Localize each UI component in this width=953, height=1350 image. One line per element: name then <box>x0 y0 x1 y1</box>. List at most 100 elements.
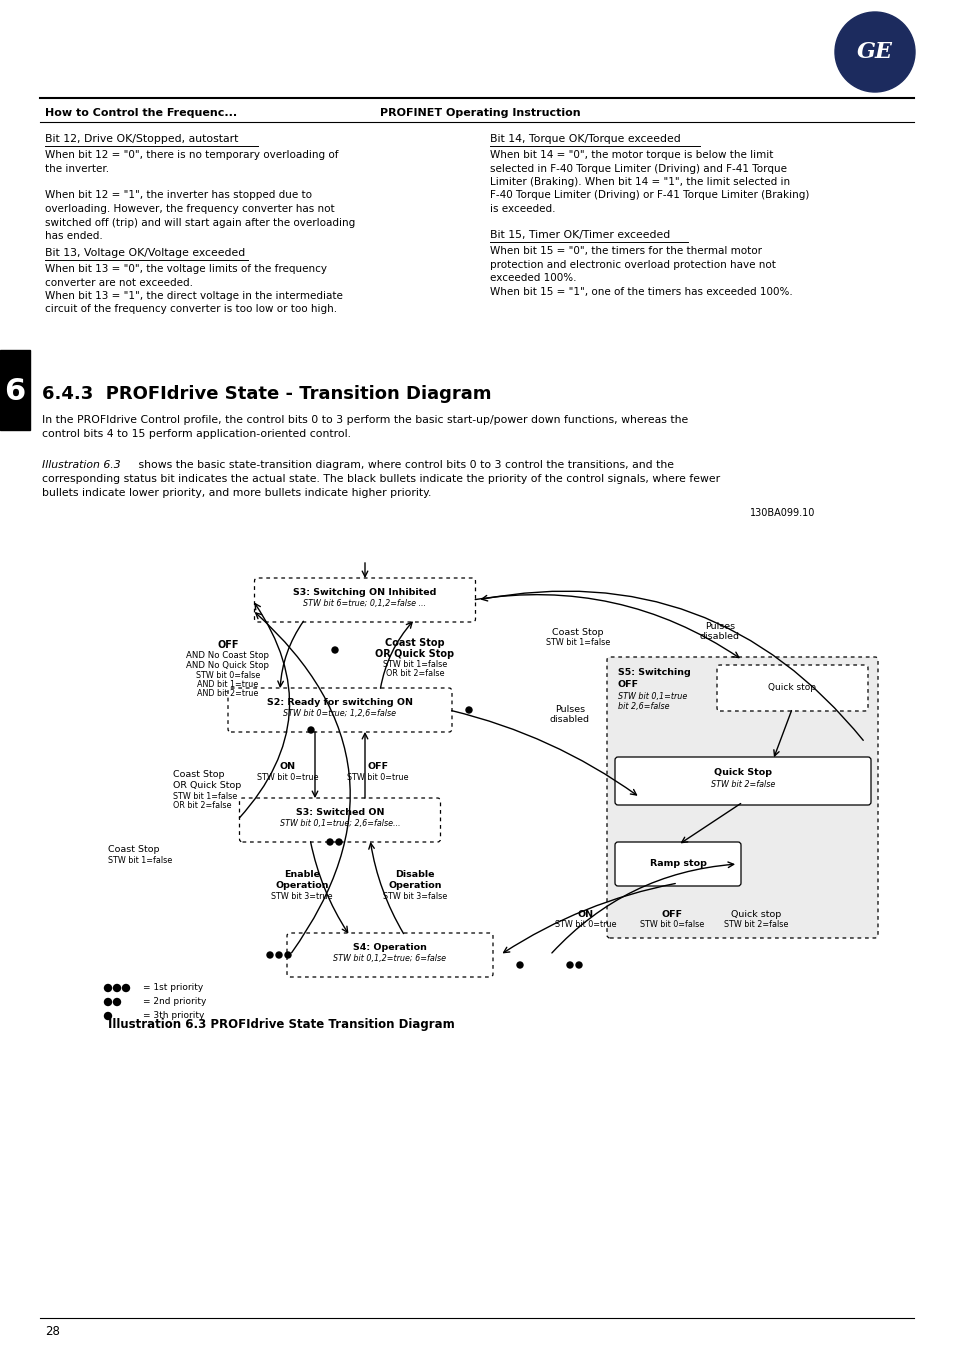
Text: overloading. However, the frequency converter has not: overloading. However, the frequency conv… <box>45 204 335 215</box>
Text: AND No Coast Stop: AND No Coast Stop <box>186 651 269 660</box>
Text: Operation: Operation <box>388 882 441 890</box>
Text: Coast Stop: Coast Stop <box>108 845 159 855</box>
Text: STW bit 0=false: STW bit 0=false <box>195 671 260 680</box>
Ellipse shape <box>834 12 914 92</box>
Text: OR bit 2=false: OR bit 2=false <box>172 801 232 810</box>
Text: the inverter.: the inverter. <box>45 163 109 174</box>
Text: Bit 15, Timer OK/Timer exceeded: Bit 15, Timer OK/Timer exceeded <box>490 230 670 240</box>
Text: bullets indicate lower priority, and more bullets indicate higher priority.: bullets indicate lower priority, and mor… <box>42 487 431 498</box>
Text: OR Quick Stop: OR Quick Stop <box>172 782 241 790</box>
Text: PROFINET Operating Instruction: PROFINET Operating Instruction <box>379 108 580 117</box>
Circle shape <box>105 984 112 991</box>
Text: STW bit 2=false: STW bit 2=false <box>710 780 774 788</box>
Text: STW bit 0=true: STW bit 0=true <box>347 774 408 782</box>
Text: Enable: Enable <box>284 869 319 879</box>
Text: Pulses: Pulses <box>555 705 584 714</box>
Text: STW bit 0,1=true: STW bit 0,1=true <box>618 693 686 701</box>
Circle shape <box>122 984 130 991</box>
FancyBboxPatch shape <box>615 757 870 805</box>
Text: Operation: Operation <box>275 882 329 890</box>
Text: = 3th priority: = 3th priority <box>143 1011 204 1021</box>
Text: Coast Stop: Coast Stop <box>385 639 444 648</box>
FancyBboxPatch shape <box>615 842 740 886</box>
Text: Disable: Disable <box>395 869 435 879</box>
Text: F-40 Torque Limiter (Driving) or F-41 Torque Limiter (Braking): F-40 Torque Limiter (Driving) or F-41 To… <box>490 190 808 201</box>
Text: 6.4.3  PROFIdrive State - Transition Diagram: 6.4.3 PROFIdrive State - Transition Diag… <box>42 385 491 404</box>
Text: Bit 14, Torque OK/Torque exceeded: Bit 14, Torque OK/Torque exceeded <box>490 134 680 144</box>
Text: 130BA099.10: 130BA099.10 <box>749 508 815 518</box>
Circle shape <box>576 963 581 968</box>
Circle shape <box>465 707 472 713</box>
Text: AND bit 2=true: AND bit 2=true <box>197 688 258 698</box>
Circle shape <box>267 952 273 958</box>
Text: When bit 13 = "1", the direct voltage in the intermediate: When bit 13 = "1", the direct voltage in… <box>45 292 342 301</box>
Text: How to Control the Frequenc...: How to Control the Frequenc... <box>45 108 237 117</box>
Text: has ended.: has ended. <box>45 231 103 242</box>
Text: OFF: OFF <box>618 680 639 688</box>
Text: = 1st priority: = 1st priority <box>143 984 203 992</box>
Circle shape <box>332 647 337 653</box>
Text: exceeded 100%.: exceeded 100%. <box>490 273 576 284</box>
Text: Limiter (Braking). When bit 14 = "1", the limit selected in: Limiter (Braking). When bit 14 = "1", th… <box>490 177 789 188</box>
Text: When bit 14 = "0", the motor torque is below the limit: When bit 14 = "0", the motor torque is b… <box>490 150 773 161</box>
Text: Quick stop: Quick stop <box>768 683 816 693</box>
Text: STW bit 3=true: STW bit 3=true <box>271 892 333 900</box>
Text: Ramp stop: Ramp stop <box>649 860 706 868</box>
FancyBboxPatch shape <box>254 578 475 622</box>
Text: S5: Switching: S5: Switching <box>618 668 690 676</box>
Text: 6: 6 <box>5 378 26 406</box>
Text: = 2nd priority: = 2nd priority <box>143 998 206 1007</box>
Text: Bit 13, Voltage OK/Voltage exceeded: Bit 13, Voltage OK/Voltage exceeded <box>45 248 245 258</box>
Circle shape <box>113 984 120 991</box>
Text: Illustration 6.3 PROFIdrive State Transition Diagram: Illustration 6.3 PROFIdrive State Transi… <box>108 1018 455 1031</box>
Text: When bit 13 = "0", the voltage limits of the frequency: When bit 13 = "0", the voltage limits of… <box>45 265 327 274</box>
Text: bit 2,6=false: bit 2,6=false <box>618 702 669 711</box>
Text: S3: Switched ON: S3: Switched ON <box>295 809 384 817</box>
Text: S3: Switching ON Inhibited: S3: Switching ON Inhibited <box>293 589 436 597</box>
Text: STW bit 2=false: STW bit 2=false <box>723 919 787 929</box>
Text: 28: 28 <box>45 1324 60 1338</box>
Circle shape <box>327 838 333 845</box>
Circle shape <box>275 952 282 958</box>
Text: Illustration 6.3: Illustration 6.3 <box>42 460 120 470</box>
Text: When bit 15 = "1", one of the timers has exceeded 100%.: When bit 15 = "1", one of the timers has… <box>490 286 792 297</box>
Text: Coast Stop: Coast Stop <box>552 628 603 637</box>
Text: disabled: disabled <box>550 716 589 724</box>
Text: OFF: OFF <box>367 761 388 771</box>
Text: When bit 15 = "0", the timers for the thermal motor: When bit 15 = "0", the timers for the th… <box>490 246 761 256</box>
Text: circuit of the frequency converter is too low or too high.: circuit of the frequency converter is to… <box>45 305 336 315</box>
Text: STW bit 0,1=true; 2,6=false...: STW bit 0,1=true; 2,6=false... <box>279 819 400 828</box>
Text: STW bit 1=false: STW bit 1=false <box>172 792 237 801</box>
Text: STW bit 0,1,2=true; 6=false: STW bit 0,1,2=true; 6=false <box>334 954 446 963</box>
Text: STW bit 0=false: STW bit 0=false <box>639 919 703 929</box>
Circle shape <box>105 999 112 1006</box>
Text: corresponding status bit indicates the actual state. The black bullets indicate : corresponding status bit indicates the a… <box>42 474 720 485</box>
FancyBboxPatch shape <box>0 350 30 431</box>
FancyBboxPatch shape <box>228 688 452 732</box>
Text: When bit 12 = "0", there is no temporary overloading of: When bit 12 = "0", there is no temporary… <box>45 150 338 161</box>
Text: Bit 12, Drive OK/Stopped, autostart: Bit 12, Drive OK/Stopped, autostart <box>45 134 238 144</box>
Text: selected in F-40 Torque Limiter (Driving) and F-41 Torque: selected in F-40 Torque Limiter (Driving… <box>490 163 786 174</box>
Ellipse shape <box>838 16 910 88</box>
Circle shape <box>105 1012 112 1019</box>
Text: STW bit 3=false: STW bit 3=false <box>382 892 447 900</box>
Text: ON: ON <box>578 910 594 919</box>
Text: STW bit 0=true: STW bit 0=true <box>555 919 616 929</box>
Text: switched off (trip) and will start again after the overloading: switched off (trip) and will start again… <box>45 217 355 228</box>
Text: control bits 4 to 15 perform application-oriented control.: control bits 4 to 15 perform application… <box>42 429 351 439</box>
Text: shows the basic state-transition diagram, where control bits 0 to 3 control the : shows the basic state-transition diagram… <box>135 460 673 470</box>
Text: OFF: OFF <box>217 640 238 649</box>
Text: OR Quick Stop: OR Quick Stop <box>375 649 454 659</box>
FancyBboxPatch shape <box>717 666 867 711</box>
Text: OFF: OFF <box>660 910 681 919</box>
Text: GE: GE <box>856 40 892 63</box>
FancyBboxPatch shape <box>239 798 440 842</box>
Text: STW bit 0=true; 1,2,6=false: STW bit 0=true; 1,2,6=false <box>283 709 396 718</box>
Text: Coast Stop: Coast Stop <box>172 769 224 779</box>
Text: When bit 12 = "1", the inverter has stopped due to: When bit 12 = "1", the inverter has stop… <box>45 190 312 201</box>
FancyBboxPatch shape <box>287 933 493 977</box>
Text: STW bit 0=true: STW bit 0=true <box>257 774 318 782</box>
Text: S2: Ready for switching ON: S2: Ready for switching ON <box>267 698 413 707</box>
Text: converter are not exceeded.: converter are not exceeded. <box>45 278 193 288</box>
Circle shape <box>335 838 341 845</box>
